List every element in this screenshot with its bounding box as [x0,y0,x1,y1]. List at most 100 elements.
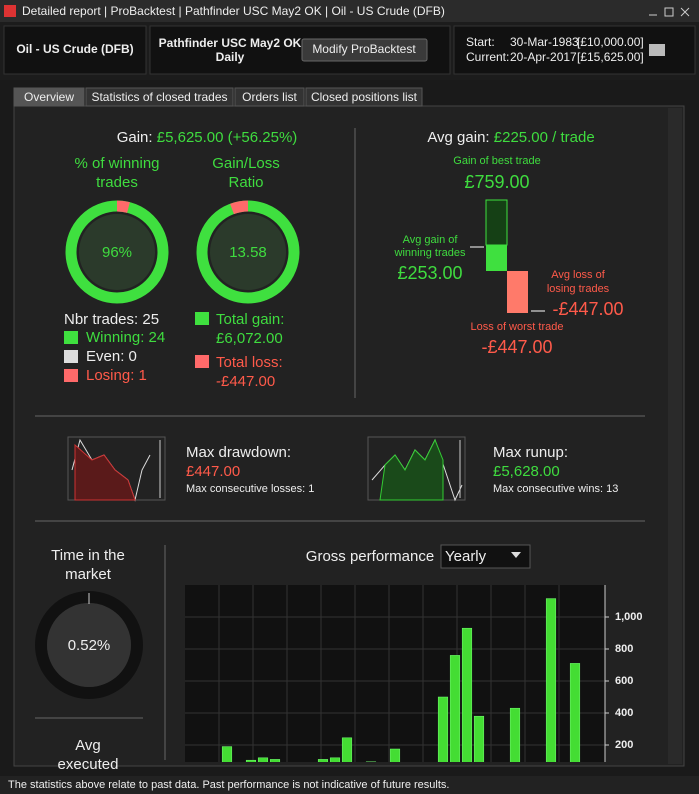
market-value: 0.52% [68,637,111,654]
runup-consec: Max consecutive wins: 13 [493,483,618,495]
period-dropdown[interactable] [440,544,531,569]
gain: Gain: £5,625.00 (+56.25%) [117,129,298,146]
next-title: Avg [75,737,101,754]
scrollbar[interactable] [668,108,682,764]
footer-bar [0,776,699,794]
avg-gain: Avg gain: £225.00 / trade [427,129,594,146]
market-donut [35,591,143,699]
bar [269,759,281,762]
bar [545,598,557,762]
bar [569,663,581,762]
bar [221,746,233,762]
gain-label: Gain: [117,129,153,146]
bar [509,707,521,762]
bar [341,737,353,762]
market-title: market [65,566,112,583]
y-tick-label: 1,000 [615,611,643,623]
modify-button[interactable] [301,38,428,62]
winning: Winning: 24 [86,329,165,346]
current-capital: [£15,625.00] [577,50,644,64]
window-buttons[interactable] [649,7,690,17]
avg-loss-label: losing trades [547,283,610,295]
avg-win: £253.00 [397,263,462,283]
button-label[interactable]: Modify ProBacktest [312,42,416,56]
runup-label: Max runup: [493,444,568,461]
avg-gain-label: Avg gain: [427,129,489,146]
total-gain: £6,072.00 [216,330,283,347]
losing: Losing: 1 [86,367,147,384]
header-cell [3,25,147,75]
avg-loss: -£447.00 [552,299,623,319]
tab[interactable] [305,87,423,107]
avg-diagram [470,199,545,313]
instrument: Oil - US Crude (DFB) [16,42,133,56]
nbr-trades: Nbr trades: 25 [64,311,159,328]
avg-win-label: winning trades [394,247,466,259]
gain-value: £5,625.00 (+56.25%) [157,129,298,146]
start-date: 30-Mar-1983 [510,35,579,49]
chart-title: Gross performance [306,548,434,565]
avg-win-label: Avg gain of [403,234,459,246]
total-gain-label: Total gain: [216,311,284,328]
dividers [35,128,645,760]
current-label: Current: [466,50,509,64]
best-label: Gain of best trade [453,155,540,167]
print-icon[interactable] [649,44,665,56]
current-date: 20-Apr-2017 [510,50,577,64]
win-title: trades [96,174,138,191]
ratio-title: Gain/Loss [212,155,280,172]
total-loss: -£447.00 [216,373,275,390]
app-icon [4,5,16,17]
tab[interactable] [234,87,305,107]
tab-label[interactable]: Closed positions list [311,90,418,104]
v-grid [218,585,560,762]
bar [317,759,329,762]
tab[interactable] [85,87,234,107]
dropdown-arrow [511,552,521,558]
bar [461,627,473,762]
bar [449,655,461,762]
avg-gain-value: £225.00 / trade [494,129,595,146]
legend-boxes [64,312,209,382]
y-tick-label: 200 [615,739,633,751]
bar [257,757,269,762]
period[interactable]: Yearly [445,548,487,565]
tab-label[interactable]: Statistics of closed trades [91,90,227,104]
bar [365,761,377,762]
avg-loss-label: Avg loss of [551,269,606,281]
ratio-value: 13.58 [229,244,267,261]
drawdown-label: Max drawdown: [186,444,291,461]
worst-label: Loss of worst trade [471,321,564,333]
title-bar [0,0,699,22]
y-tick-label: 800 [615,643,633,655]
bar [389,748,401,762]
bar [245,759,257,762]
total-loss-label: Total loss: [216,354,283,371]
y-tick-label: 600 [615,675,633,687]
sparklines [67,436,466,502]
drawdown: £447.00 [186,463,240,480]
best: £759.00 [464,172,529,192]
y-tick-label: 400 [615,707,633,719]
worst: -£447.00 [481,337,552,357]
win-title: % of winning [74,155,159,172]
start-capital: [£10,000.00] [577,35,644,49]
start-label: Start: [466,35,495,49]
bar [329,757,341,762]
ratio-donut [196,200,300,304]
plot [185,598,605,762]
tab[interactable] [13,87,85,107]
bar [437,696,449,762]
tab-label[interactable]: Overview [24,90,74,104]
timeframe: Daily [216,50,245,64]
win-value: 96% [102,244,132,261]
bar [473,715,485,762]
window-title: Detailed report | ProBacktest | Pathfind… [22,4,445,18]
market-title: Time in the [51,547,125,564]
footer: The statistics above relate to past data… [8,779,449,791]
drawdown-consec: Max consecutive losses: 1 [186,483,314,495]
runup: £5,628.00 [493,463,560,480]
tab-label[interactable]: Orders list [242,90,297,104]
